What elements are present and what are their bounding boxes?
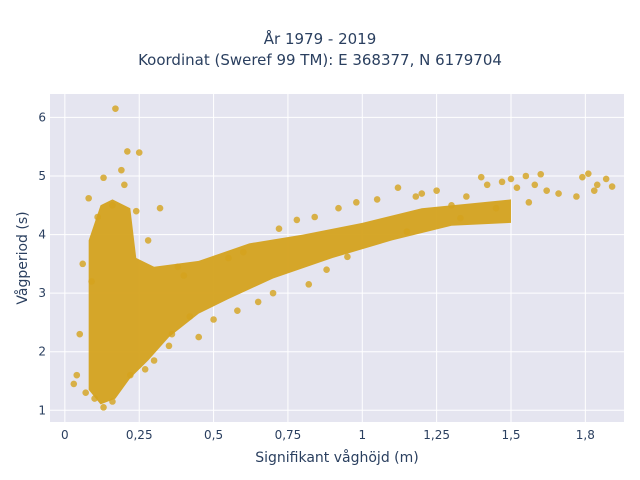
y-tick-label: 2 (38, 345, 46, 359)
data-point (513, 184, 521, 192)
data-point (525, 199, 533, 206)
data-point (269, 289, 277, 297)
data-points (70, 105, 616, 411)
data-point (602, 175, 610, 183)
y-axis-ticks: 1 2 3 4 5 6 (38, 110, 46, 417)
x-tick-label: 1,8 (576, 428, 595, 442)
data-point (100, 404, 107, 411)
data-point (240, 248, 247, 256)
data-point (70, 380, 78, 388)
data-point (353, 199, 360, 206)
data-point (76, 330, 84, 338)
data-point (590, 187, 598, 194)
data-point (492, 204, 500, 212)
data-point (174, 263, 182, 271)
data-point (585, 170, 592, 177)
data-point (477, 173, 485, 181)
y-axis-title: Vågperiod (s) (14, 211, 31, 304)
data-point (573, 193, 580, 200)
data-point (579, 173, 586, 181)
x-axis-ticks: 0 0,25 0,5 0,75 1 1,25 1,5 1,8 (61, 428, 595, 442)
data-point (135, 149, 143, 156)
data-point (344, 253, 351, 261)
data-point (94, 213, 101, 221)
x-tick-label: 1 (358, 428, 366, 442)
data-point (483, 181, 491, 189)
data-point (73, 371, 81, 379)
data-point (144, 237, 152, 244)
x-tick-label: 1,25 (423, 428, 450, 442)
x-axis-title: Signifikant våghöjd (m) (255, 449, 418, 466)
x-tick-label: 1,5 (501, 428, 520, 442)
data-point (311, 213, 318, 221)
data-point (323, 266, 330, 274)
y-tick-label: 3 (38, 286, 46, 300)
data-point (82, 389, 89, 397)
data-point (165, 342, 173, 350)
data-point (457, 214, 464, 222)
data-point (150, 357, 158, 364)
x-tick-label: 0 (61, 428, 69, 442)
data-point (305, 281, 313, 288)
data-point (127, 371, 134, 379)
data-point (254, 298, 262, 306)
data-point (448, 201, 455, 209)
y-tick-label: 4 (38, 228, 46, 242)
data-point (608, 183, 616, 190)
data-point (373, 196, 381, 203)
data-point (418, 190, 426, 197)
data-point (124, 148, 131, 155)
data-point (79, 260, 87, 268)
data-point (498, 178, 506, 186)
data-point (88, 278, 95, 285)
data-point (335, 204, 342, 212)
x-tick-label: 0,5 (204, 428, 223, 442)
data-point (433, 187, 440, 194)
data-point (537, 170, 545, 178)
data-point (112, 105, 119, 112)
data-point (91, 395, 98, 402)
y-tick-label: 6 (38, 110, 46, 124)
dense-point-cloud (88, 199, 511, 405)
y-tick-label: 5 (38, 169, 46, 183)
data-point (210, 316, 217, 323)
data-point (118, 166, 125, 174)
chart-title-line-1: År 1979 - 2019 (263, 30, 377, 48)
data-point (275, 225, 283, 233)
data-point (293, 216, 301, 224)
data-point (156, 204, 164, 212)
x-tick-label: 0,75 (275, 428, 302, 442)
data-point (225, 254, 232, 262)
point-cloud-core (88, 199, 511, 405)
data-point (234, 307, 241, 315)
data-point (412, 193, 420, 200)
data-point (463, 193, 470, 200)
data-point (85, 194, 92, 202)
data-point (507, 175, 515, 183)
data-point (180, 272, 188, 279)
data-point (100, 174, 107, 182)
chart-title-line-2: Koordinat (Sweref 99 TM): E 368377, N 61… (138, 51, 502, 69)
x-tick-label: 0,25 (126, 428, 153, 442)
data-point (394, 184, 402, 192)
data-point (522, 172, 530, 180)
y-tick-label: 1 (38, 403, 46, 417)
data-point (195, 333, 203, 341)
data-point (141, 365, 149, 373)
data-point (593, 181, 601, 189)
data-point (109, 398, 116, 405)
data-point (121, 181, 128, 189)
data-point (555, 190, 562, 197)
data-point (132, 207, 140, 215)
data-point (168, 330, 176, 338)
data-point (109, 201, 116, 209)
data-point (403, 228, 411, 235)
data-point (543, 187, 550, 194)
data-point (186, 313, 194, 320)
data-point (531, 181, 539, 189)
